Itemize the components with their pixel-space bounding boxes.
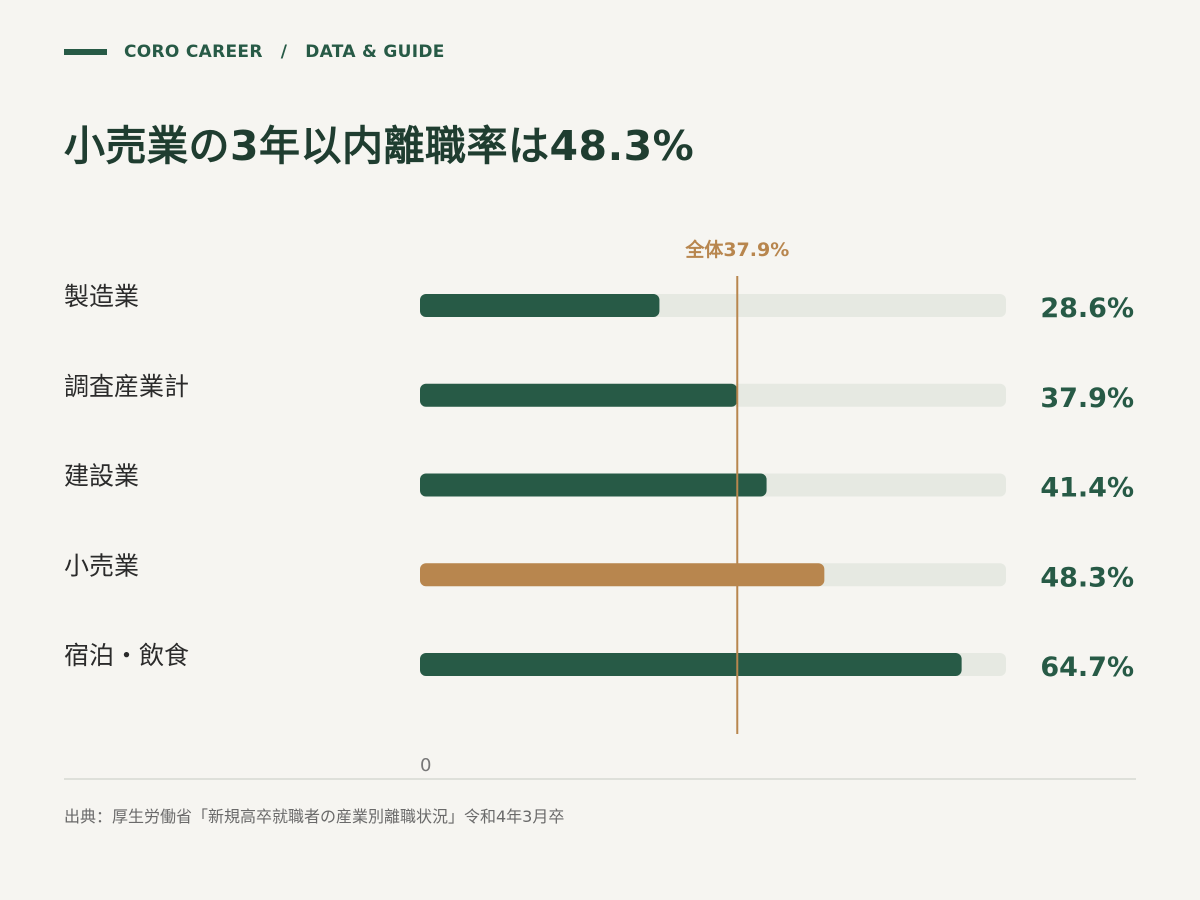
source-note: 出典：厚生労働省「新規高卒就職者の産業別離職状況」令和4年3月卒 — [64, 807, 565, 826]
section-name: DATA & GUIDE — [305, 42, 445, 62]
brand-accent-line — [64, 49, 107, 55]
category-label: 小売業 — [64, 551, 139, 580]
bar — [420, 473, 767, 497]
category-label: 調査産業計 — [64, 372, 189, 401]
category-label: 製造業 — [64, 282, 139, 311]
bar — [420, 294, 660, 317]
value-label: 48.3% — [1040, 562, 1134, 593]
value-label: 37.9% — [1040, 383, 1134, 414]
category-label: 宿泊・飲食 — [64, 641, 189, 670]
axis-tick-label: 0 — [420, 755, 431, 776]
value-label: 28.6% — [1040, 293, 1134, 324]
bar — [420, 383, 738, 407]
bar — [420, 653, 962, 676]
value-label: 41.4% — [1040, 473, 1134, 504]
page-title: 小売業の3年以内離職率は48.3% — [64, 122, 695, 170]
breadcrumb-separator: / — [280, 42, 288, 62]
value-label: 64.7% — [1040, 652, 1134, 683]
reference-label: 全体37.9% — [684, 238, 789, 261]
brand-name: CORO CAREER — [124, 42, 263, 62]
bar-highlight — [420, 563, 825, 587]
breadcrumb: CORO CAREER / DATA & GUIDE — [124, 42, 445, 62]
category-label: 建設業 — [64, 462, 139, 491]
